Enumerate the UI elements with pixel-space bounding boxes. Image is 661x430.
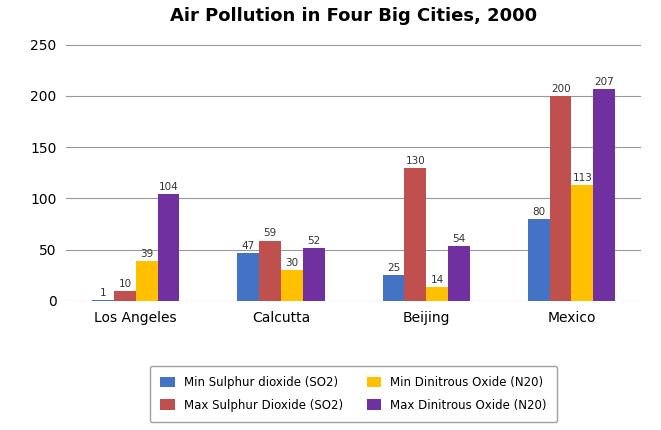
Text: 52: 52: [307, 236, 321, 246]
Text: 14: 14: [430, 275, 444, 285]
Bar: [528, 219, 550, 301]
Text: 47: 47: [242, 241, 255, 251]
Bar: [114, 291, 136, 301]
Bar: [93, 300, 114, 301]
Text: 104: 104: [159, 182, 178, 192]
Bar: [594, 89, 615, 301]
Bar: [383, 275, 405, 301]
Bar: [157, 194, 179, 301]
Text: 1: 1: [100, 288, 106, 298]
Text: 30: 30: [286, 258, 299, 268]
Text: 200: 200: [551, 84, 570, 94]
Bar: [405, 168, 426, 301]
Bar: [572, 185, 594, 301]
Bar: [448, 246, 470, 301]
Bar: [237, 253, 259, 301]
Legend: Min Sulphur dioxide (SO2), Max Sulphur Dioxide (SO2), Min Dinitrous Oxide (N20),: Min Sulphur dioxide (SO2), Max Sulphur D…: [150, 366, 557, 422]
Bar: [426, 287, 448, 301]
Text: 113: 113: [572, 173, 592, 183]
Title: Air Pollution in Four Big Cities, 2000: Air Pollution in Four Big Cities, 2000: [170, 6, 537, 25]
Bar: [303, 248, 325, 301]
Text: 130: 130: [405, 156, 425, 166]
Text: 80: 80: [532, 207, 545, 217]
Text: 10: 10: [118, 279, 132, 289]
Text: 54: 54: [452, 233, 465, 243]
Text: 207: 207: [594, 77, 614, 87]
Bar: [281, 270, 303, 301]
Bar: [550, 96, 572, 301]
Text: 39: 39: [140, 249, 153, 259]
Text: 59: 59: [264, 228, 277, 239]
Bar: [259, 240, 281, 301]
Text: 25: 25: [387, 263, 400, 273]
Bar: [136, 261, 157, 301]
